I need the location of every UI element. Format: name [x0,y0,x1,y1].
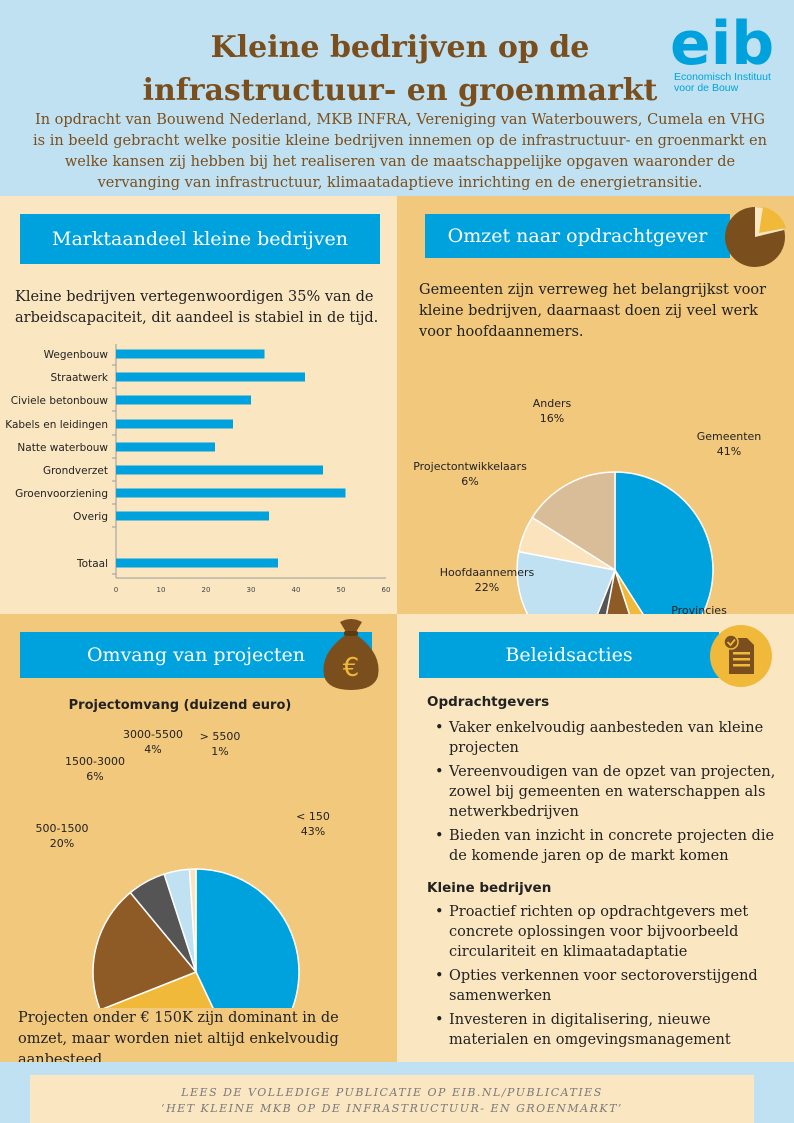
bar [116,419,233,429]
list-item: Opties verkennen voor sectoroverstijgend… [429,966,779,1006]
list-item: Bieden van inzicht in concrete projecten… [429,826,779,866]
pie-slice [103,971,214,1008]
market-share-panel: Marktaandeel kleine bedrijven Kleine bed… [0,196,397,614]
pie-slice [92,891,198,1008]
pie-slice [531,471,616,572]
slice-label: 500-1500 [36,822,89,835]
title-line-1: Kleine bedrijven op de [210,30,590,65]
bar [116,442,215,452]
slice-percent: 20% [50,837,74,850]
category-label: Civiele betonbouw [11,395,109,407]
category-label: Wegenbouw [44,349,109,361]
list-item: Vereenvoudigen van de opzet van projecte… [429,762,779,822]
logo-subtitle: Economisch Instituut voor de Bouw [674,72,780,94]
logo-subtitle-2: voor de Bouw [674,82,739,94]
pie-slice [605,569,631,614]
slice-label: Gemeenten [697,430,762,443]
pie-chart-icon [725,207,786,267]
projects-heading: Omvang van projecten [20,632,372,678]
logo-text: eib [670,12,774,70]
tick-label: 0 [114,586,118,594]
publication-link[interactable]: LEES DE VOLLEDIGE PUBLICATIE OP EIB.NL/P… [30,1075,754,1123]
small-companies-heading: Kleine bedrijven [427,880,552,896]
category-label: Overig [73,511,108,523]
slice-label: 3000-5500 [123,728,183,741]
category-label: Grondverzet [43,465,108,477]
market-share-text: Kleine bedrijven vertegenwoordigen 35% v… [15,289,379,326]
title-line-2: infrastructuur- en groenmarkt [142,73,658,108]
small-companies-list: Proactief richten op opdrachtgevers met … [429,902,779,1054]
category-label: Groenvoorziening [15,488,108,500]
bar [116,488,346,498]
slice-label: < 150 [296,810,330,823]
slice-percent: 43% [301,825,325,838]
svg-text:€: € [343,653,360,683]
market-share-bar-chart: Wegenbouw Straatwerk Civiele betonbouw Kabe… [5,344,391,594]
logo-subtitle-1: Economisch Instituut [674,71,771,83]
slice-label: Anders [533,397,572,410]
tick-label: 20 [202,586,211,594]
money-bag-icon: € [323,619,379,690]
page-title: Kleine bedrijven op de infrastructuur- e… [100,26,700,112]
projects-panel: Omvang van projecten € Projectomvang (du… [0,614,397,1068]
eib-logo[interactable]: eib Economisch Instituut voor de Bouw [670,12,780,94]
slice-percent: 6% [86,770,103,783]
policy-panel: Beleidsacties Opdrachtgevers Vaker enkel… [397,614,794,1062]
footer: LEES DE VOLLEDIGE PUBLICATIE OP EIB.NL/P… [0,1062,794,1123]
pie-slice [195,868,300,1008]
pie-slice [614,569,644,614]
bar [116,465,323,475]
market-share-heading: Marktaandeel kleine bedrijven [20,214,380,264]
pie-slice [516,550,617,614]
tick-label: 30 [247,586,256,594]
slice-percent: 16% [540,412,564,425]
slice-label: 1500-3000 [65,755,125,768]
project-size-pie-chart: < 15043%150-50026%500-150020%1500-30006%… [36,728,330,1008]
slice-percent: 4% [144,743,161,756]
policy-heading: Beleidsacties [419,632,719,678]
tick-label: 50 [337,586,346,594]
bar [116,349,265,359]
slice-label: Provincies [671,604,727,614]
list-item: Vaker enkelvoudig aanbesteden van kleine… [429,718,779,758]
project-size-chart-title: Projectomvang (duizend euro) [68,698,292,713]
slice-label: Projectontwikkelaars [413,460,527,473]
tick-label: 40 [292,586,301,594]
bar [116,372,305,382]
footer-line-1: LEES DE VOLLEDIGE PUBLICATIE OP EIB.NL/P… [181,1086,603,1099]
intro-text: In opdracht van Bouwend Nederland, MKB I… [33,112,767,191]
slice-percent: 22% [475,581,499,594]
revenue-panel: Omzet naar opdrachtgever Gemeenten zijn … [397,196,794,614]
category-label: Totaal [76,558,108,570]
header: Kleine bedrijven op de infrastructuur- e… [0,0,794,196]
category-label: Kabels en leidingen [5,419,108,431]
slice-label: > 5500 [200,730,241,743]
slice-label: Hoofdaannemers [440,566,535,579]
list-item: Investeren in digitalisering, nieuwe mat… [429,1010,779,1050]
slice-percent: 1% [211,745,228,758]
clients-list: Vaker enkelvoudig aanbesteden van kleine… [429,718,779,870]
footer-line-2: ‘HET KLEINE MKB OP DE INFRASTRUCTUUR- EN… [161,1102,623,1115]
category-label: Natte waterbouw [17,442,108,454]
tick-label: 60 [382,586,391,594]
slice-percent: 6% [461,475,478,488]
bar [116,511,269,521]
pie-slice [614,471,714,614]
slice-percent: 41% [717,445,741,458]
tick-label: 10 [157,586,166,594]
category-label: Straatwerk [50,372,108,384]
revenue-text: Gemeenten zijn verreweg het belangrijkst… [419,282,767,340]
document-check-icon [710,625,772,687]
revenue-pie-chart: Gemeenten41%Provincies4%Waterschappen8%R… [413,397,762,614]
bar [116,558,278,568]
revenue-heading: Omzet naar opdrachtgever [425,214,730,258]
clients-heading: Opdrachtgevers [427,694,550,710]
list-item: Proactief richten op opdrachtgevers met … [429,902,779,962]
bar [116,395,251,405]
pie-slice [188,868,197,973]
